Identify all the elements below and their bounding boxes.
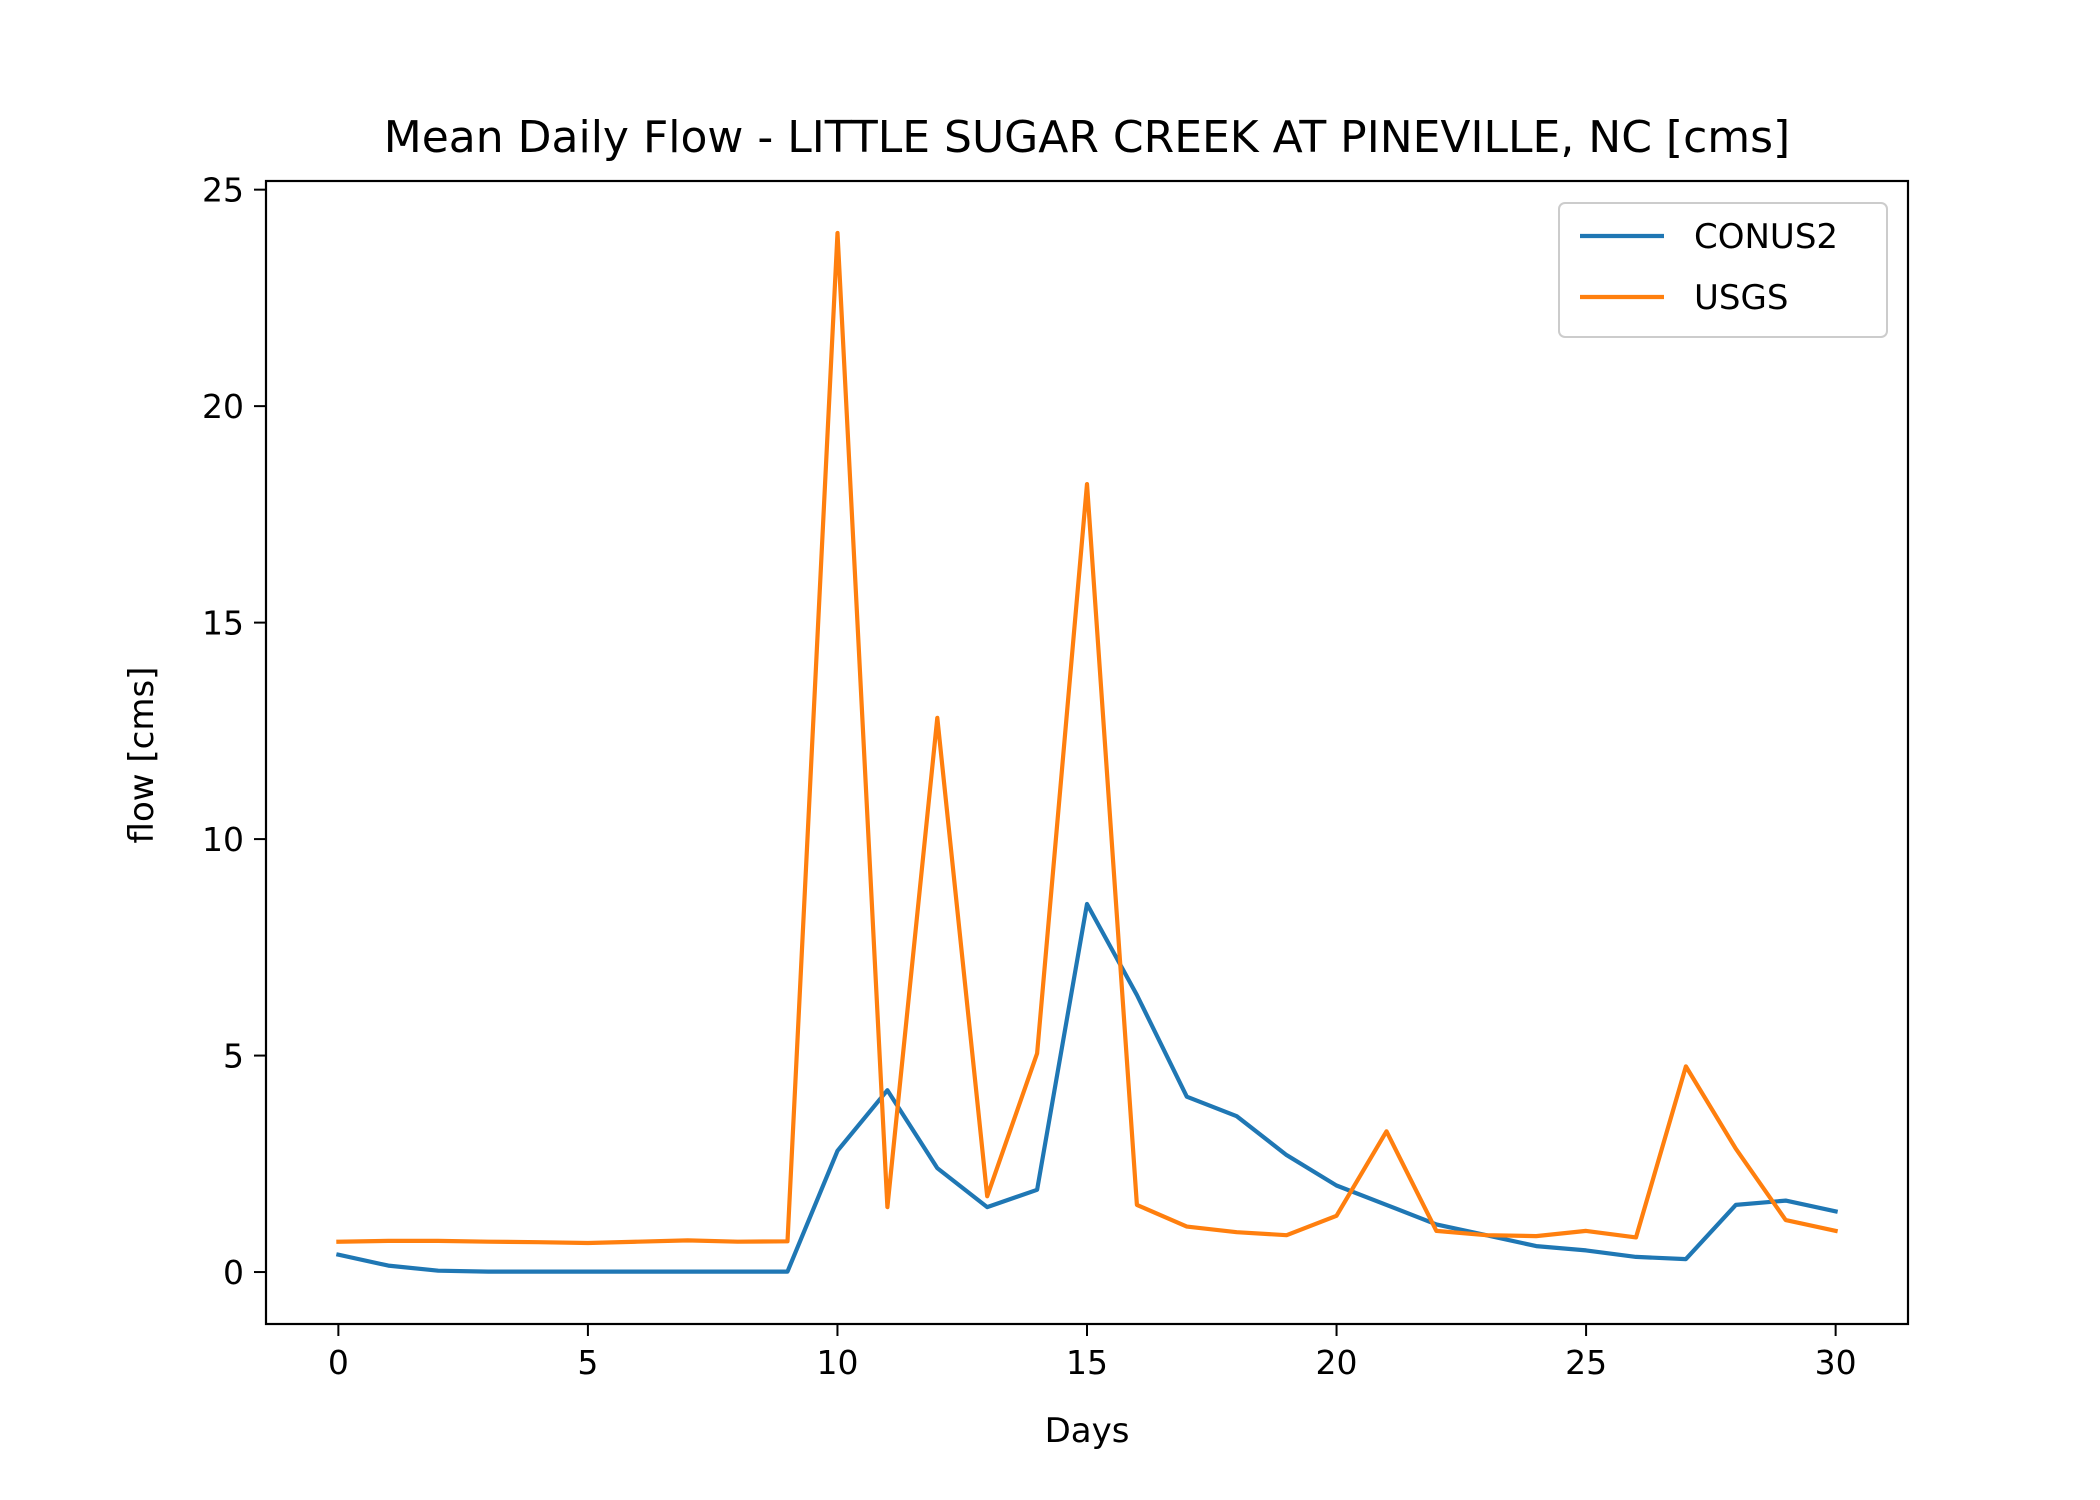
- series-line-conus2: [335, 901, 1839, 1274]
- x-tick-label: 30: [1815, 1343, 1857, 1382]
- y-axis-title: flow [cms]: [122, 667, 162, 844]
- y-tick-label: 5: [223, 1037, 244, 1076]
- y-tick-label: 20: [202, 387, 244, 426]
- y-tick-label: 15: [202, 604, 244, 643]
- y-tick-label: 25: [202, 171, 244, 210]
- chart-title: Mean Daily Flow - LITTLE SUGAR CREEK AT …: [384, 112, 1790, 163]
- legend-label-conus2: CONUS2: [1694, 217, 1838, 257]
- y-tick-label: 10: [202, 820, 244, 859]
- plot-area: 0 5 10 15 20 25 30 0 5 10 15 20 25: [202, 171, 1910, 1382]
- y-tick-label: 0: [223, 1253, 244, 1292]
- x-tick-label: 25: [1565, 1343, 1607, 1382]
- x-axis-title: Days: [1045, 1411, 1130, 1451]
- x-tick-label: 5: [577, 1343, 598, 1382]
- x-tick-label: 0: [328, 1343, 349, 1382]
- x-tick-label: 15: [1066, 1343, 1108, 1382]
- legend-label-usgs: USGS: [1694, 278, 1788, 318]
- legend: CONUS2 USGS: [1558, 202, 1888, 338]
- x-tick-label: 20: [1316, 1343, 1358, 1382]
- x-tick-label: 10: [816, 1343, 858, 1382]
- series-line-usgs: [336, 230, 1839, 1246]
